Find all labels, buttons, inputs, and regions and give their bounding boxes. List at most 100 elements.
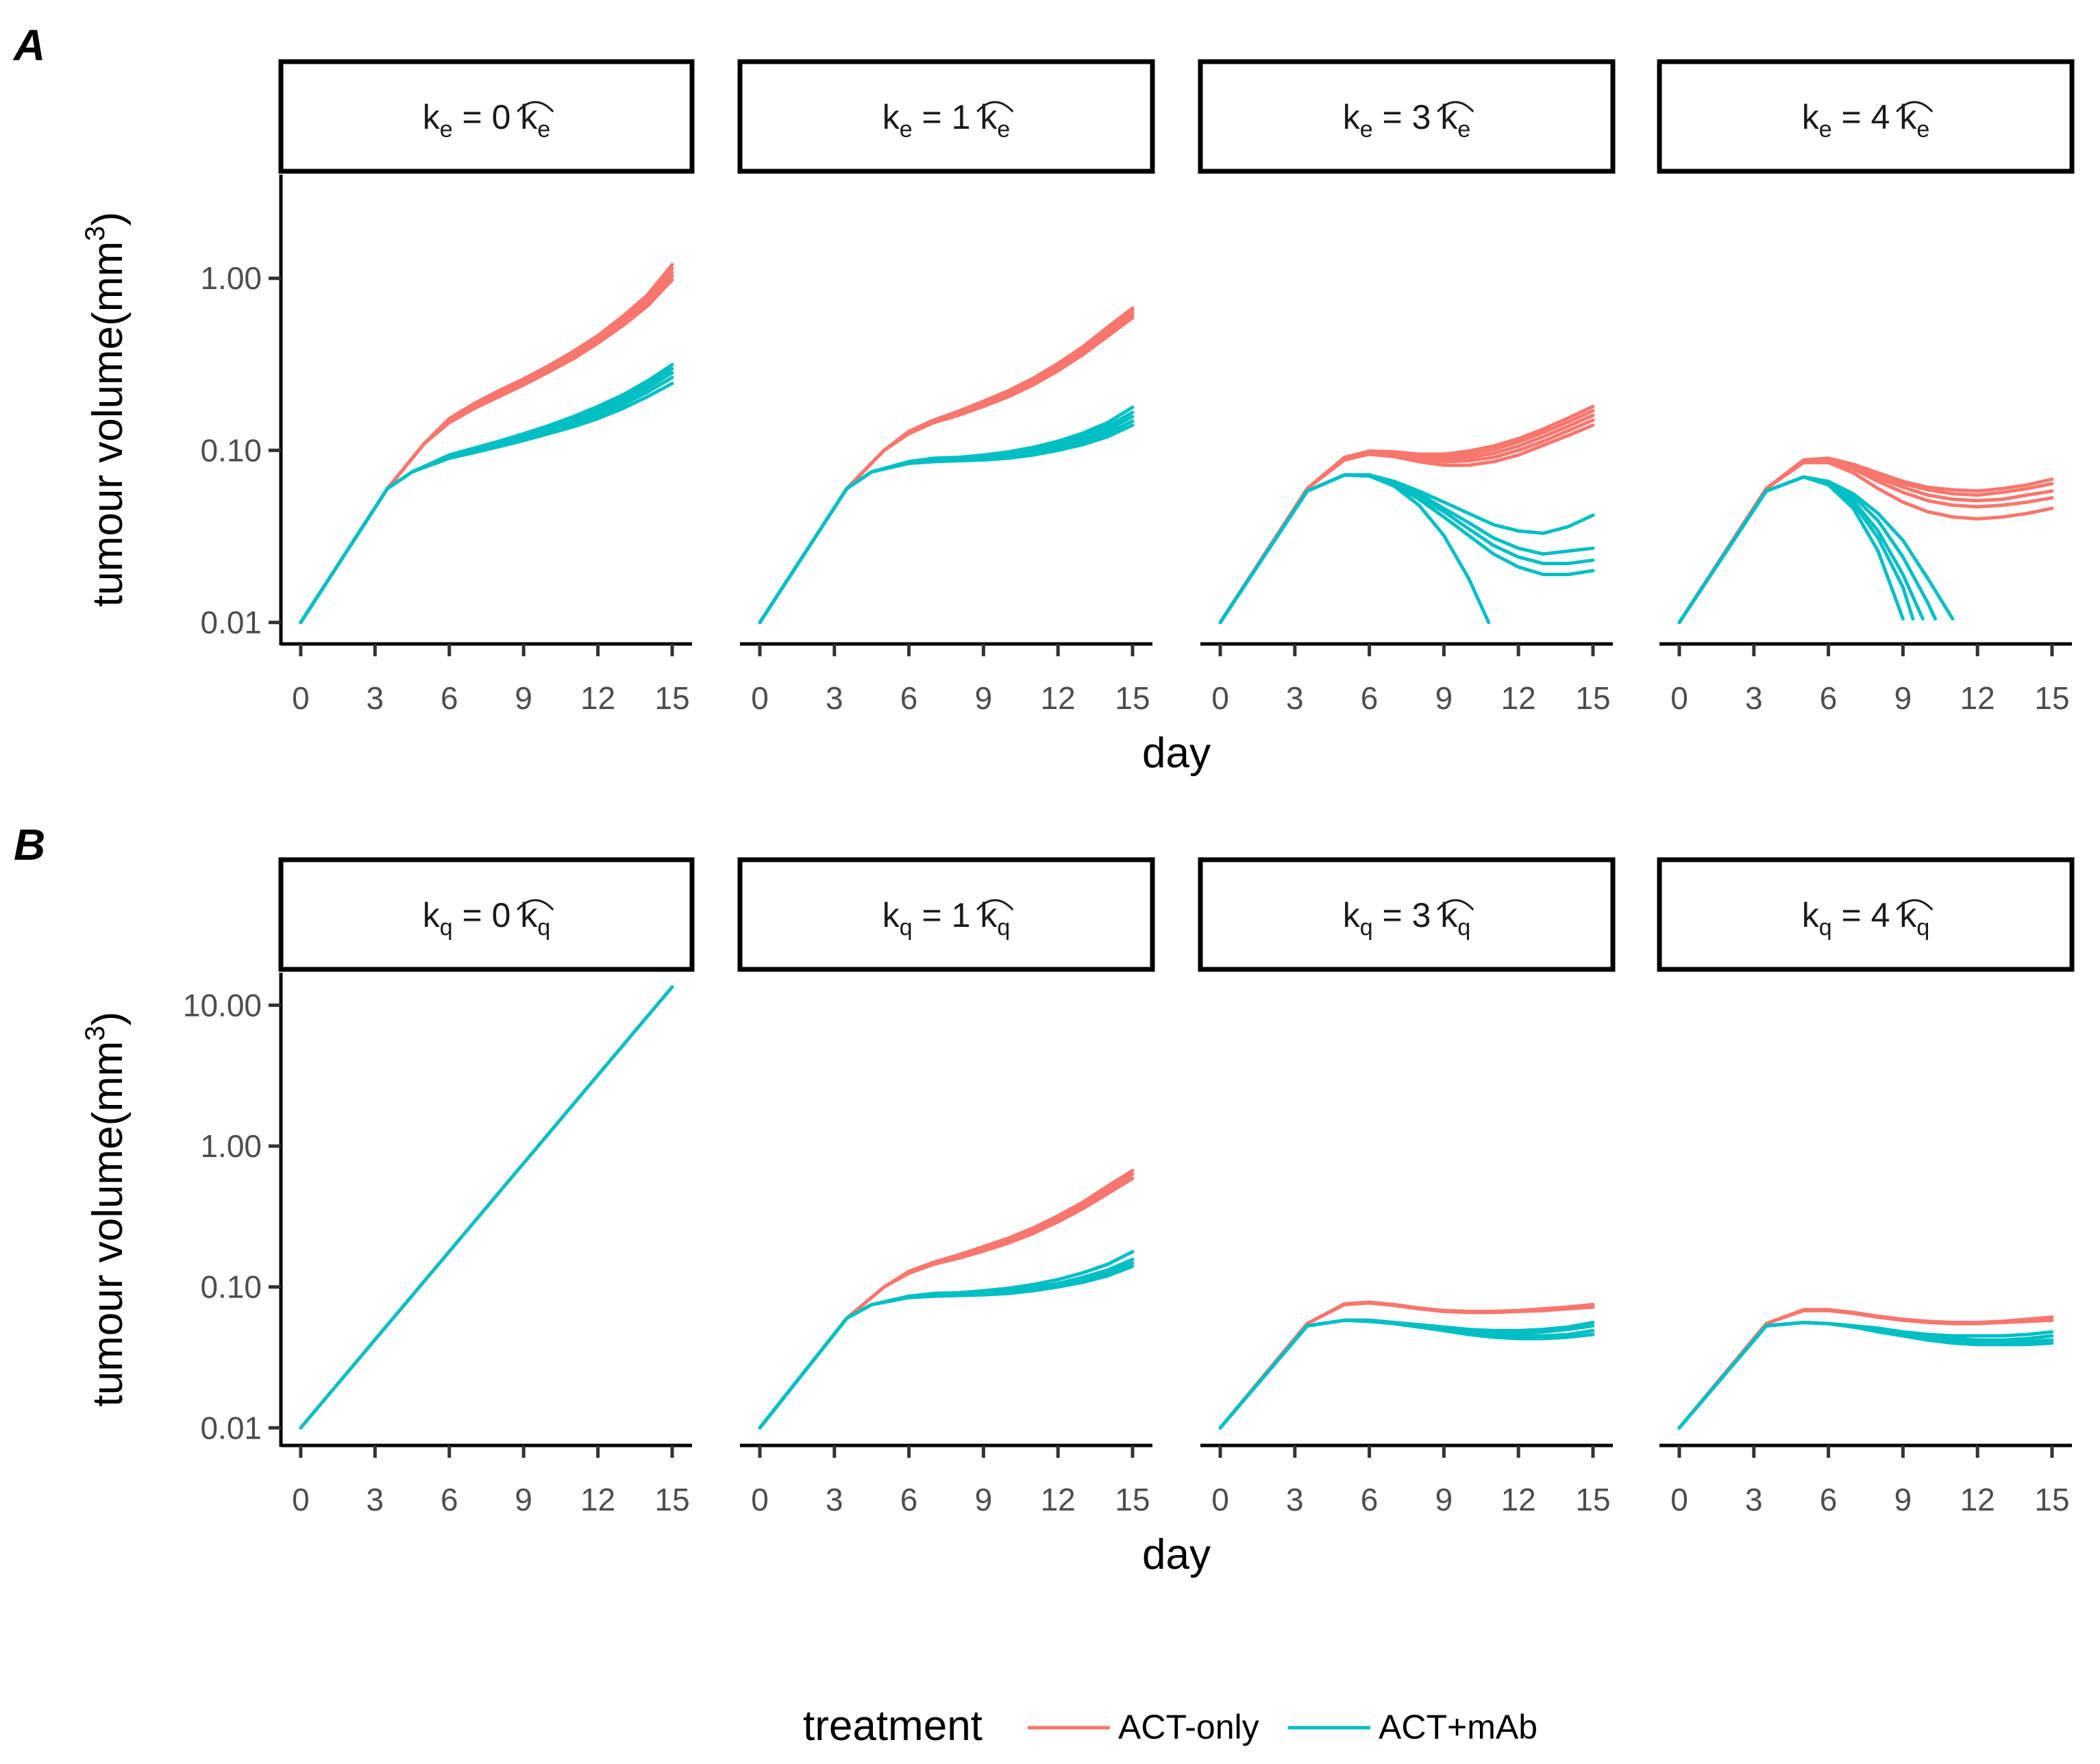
series-line-act-mab <box>758 1261 1135 1430</box>
facet-b-3: kq = 4 kq 0 3 6 9 12 15 <box>1657 857 2075 1517</box>
facet-strip <box>737 857 1155 972</box>
x-tick-label: 12 <box>1041 680 1076 716</box>
series-line-act-only <box>758 313 1135 625</box>
series-line-act-only <box>1677 456 2054 625</box>
facet-label: ke = 3 ke <box>1343 98 1471 142</box>
y-tick-label: 0.10 <box>200 1269 262 1305</box>
x-tick-label: 3 <box>1286 1482 1304 1517</box>
x-tick-label: 3 <box>367 680 384 716</box>
facet-label: kq = 4 kq <box>1802 896 1930 941</box>
hat-symbol <box>517 101 554 113</box>
legend: treatment ACT-only ACT+mAb <box>803 1702 1537 1750</box>
series-line-act-mab <box>1218 473 1595 625</box>
series-line-act-mab <box>1218 1318 1595 1430</box>
x-tick-label: 9 <box>1435 1482 1453 1517</box>
facet-a-3: ke = 4 ke 0 3 6 9 12 15 <box>1657 59 2075 716</box>
series-line-act-mab <box>1218 473 1491 625</box>
hat-symbol <box>1437 899 1474 911</box>
x-tick-label: 15 <box>654 680 689 716</box>
facet-b-2: kq = 3 kq 0 3 6 9 12 15 <box>1198 857 1616 1517</box>
series-line-act-only <box>1677 459 2054 625</box>
facet-strip <box>737 59 1155 174</box>
x-tick-label: 0 <box>1211 680 1229 716</box>
y-tick-label: 1.00 <box>200 1128 262 1164</box>
x-tick-label: 15 <box>1115 680 1150 716</box>
y-tick-label: 0.01 <box>200 1410 262 1445</box>
x-tick-label: 12 <box>1041 1482 1076 1517</box>
series-line-act-mab <box>1218 1318 1595 1430</box>
panel-letter: B <box>14 820 45 869</box>
x-tick-label: 0 <box>292 1482 310 1517</box>
series-line-act-mab <box>299 985 674 1430</box>
y-axis-title: tumour volume(mm3) <box>80 1012 132 1407</box>
facet-label: ke = 1 ke <box>882 98 1011 142</box>
x-tick-label: 9 <box>1894 1482 1912 1517</box>
y-tick-label: 0.10 <box>200 432 262 468</box>
series-line-act-only <box>1677 1308 2054 1430</box>
x-tick-label: 0 <box>751 680 769 716</box>
series-line-act-mab <box>1677 475 1925 625</box>
y-tick-label: 0.01 <box>200 605 262 641</box>
x-axis-title: day <box>1142 730 1211 777</box>
series-line-act-mab <box>299 375 674 625</box>
series-line-act-only <box>758 306 1135 625</box>
facet-a-2: ke = 3 ke 0 3 6 9 12 15 <box>1198 59 1616 716</box>
hat-symbol <box>1896 899 1934 911</box>
series-line-act-only <box>758 1176 1135 1430</box>
y-tick-label: 1.00 <box>200 260 262 296</box>
series-line-act-only <box>1218 1301 1595 1430</box>
legend-title: treatment <box>803 1702 983 1750</box>
series-line-act-mab <box>1677 1321 2054 1430</box>
facet-a-1: ke = 1 ke 0 3 6 9 12 15 <box>737 59 1155 716</box>
x-tick-label: 9 <box>515 680 532 716</box>
series-line-act-only <box>758 1169 1135 1430</box>
x-tick-label: 15 <box>654 1482 689 1517</box>
x-tick-label: 15 <box>2034 1482 2069 1517</box>
series-line-act-mab <box>1677 1321 2054 1430</box>
x-tick-label: 12 <box>1960 1482 1995 1517</box>
y-tick-label: 10.00 <box>183 987 262 1023</box>
x-tick-label: 15 <box>2034 680 2069 716</box>
x-tick-label: 6 <box>900 1482 918 1517</box>
facet-label: kq = 3 kq <box>1343 896 1471 941</box>
hat-symbol <box>976 101 1014 113</box>
x-tick-label: 0 <box>1670 680 1688 716</box>
x-tick-label: 3 <box>367 1482 384 1517</box>
series-line-act-only <box>299 262 674 625</box>
x-tick-label: 12 <box>1960 680 1995 716</box>
series-line-act-mab <box>758 419 1135 625</box>
x-tick-label: 6 <box>441 680 458 716</box>
x-tick-label: 3 <box>1745 680 1763 716</box>
x-tick-label: 12 <box>1501 680 1536 716</box>
x-tick-label: 3 <box>826 680 843 716</box>
x-tick-label: 6 <box>1361 680 1379 716</box>
x-tick-label: 0 <box>1670 1482 1688 1517</box>
facet-strip <box>1198 59 1616 174</box>
x-tick-label: 12 <box>1501 1482 1536 1517</box>
facet-label: ke = 0 ke <box>423 98 551 142</box>
hat-symbol <box>517 899 554 911</box>
facet-label: ke = 4 ke <box>1802 98 1930 142</box>
series-line-act-mab <box>299 382 674 625</box>
x-tick-label: 3 <box>1286 680 1304 716</box>
x-tick-label: 3 <box>826 1482 843 1517</box>
x-tick-label: 15 <box>1575 1482 1610 1517</box>
x-tick-label: 12 <box>580 680 615 716</box>
series-line-act-only <box>1677 460 2054 625</box>
hat-symbol <box>1896 101 1934 113</box>
x-tick-label: 9 <box>975 1482 993 1517</box>
x-tick-label: 6 <box>900 680 918 716</box>
facet-strip <box>1657 857 2075 972</box>
panel-a: Ake = 0 ke 0 3 6 9 12 15 0.01 0.10 1.00 ke = 1 ke 0… <box>12 21 2075 777</box>
series-line-act-mab <box>758 1265 1135 1430</box>
x-tick-label: 9 <box>515 1482 532 1517</box>
x-axis-title: day <box>1142 1531 1211 1578</box>
series-line-act-only <box>1218 1300 1595 1430</box>
x-tick-label: 0 <box>751 1482 769 1517</box>
series-line-act-mab <box>758 1250 1135 1430</box>
x-tick-label: 12 <box>580 1482 615 1517</box>
facet-a-0: ke = 0 ke 0 3 6 9 12 15 0.01 0.10 1.00 <box>200 59 695 716</box>
series-line-act-only <box>758 316 1135 625</box>
